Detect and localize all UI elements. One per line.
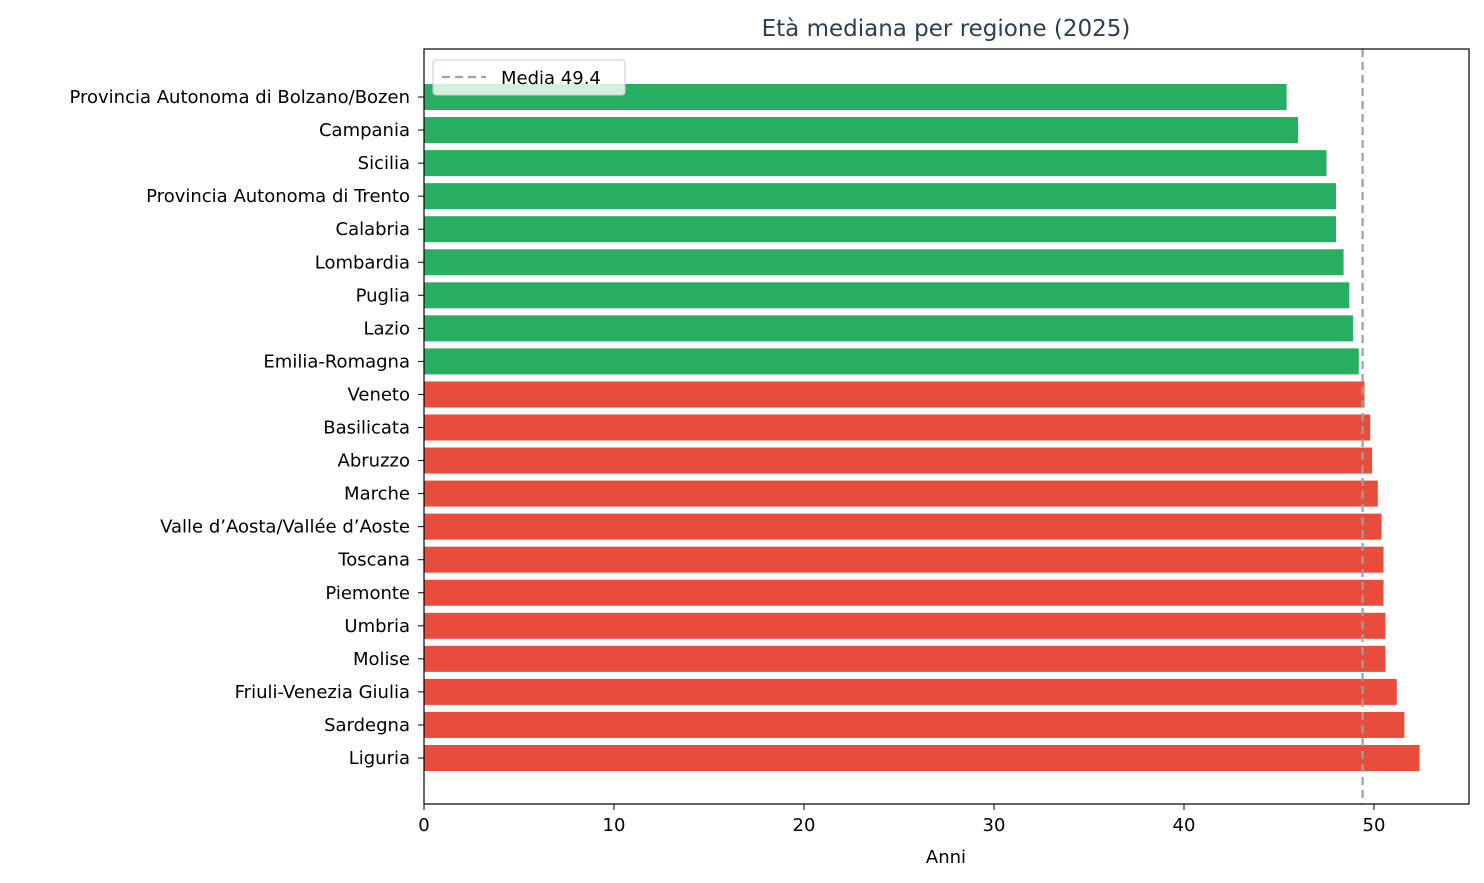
bar — [424, 711, 1405, 738]
plot-frame — [423, 48, 1470, 805]
bar — [424, 381, 1365, 408]
y-tick-label: Valle d’Aosta/Vallée d’Aoste — [160, 517, 410, 538]
bar — [424, 745, 1420, 771]
x-axis-label: Anni — [926, 847, 966, 868]
y-tick-label: Basilicata — [323, 418, 410, 439]
bar — [424, 546, 1384, 573]
bar — [424, 447, 1373, 474]
y-tick-label: Umbria — [344, 616, 410, 637]
y-tick-label: Liguria — [349, 748, 410, 769]
bar — [424, 480, 1378, 507]
y-tick-label: Toscana — [337, 550, 410, 571]
bar — [424, 249, 1344, 276]
y-tick-label: Sicilia — [358, 153, 410, 174]
y-tick-label: Marche — [344, 484, 410, 505]
y-tick-label: Veneto — [347, 384, 410, 405]
y-tick-label: Molise — [353, 649, 410, 670]
legend-label: Media 49.4 — [501, 68, 601, 89]
y-tick-label: Emilia-Romagna — [263, 351, 410, 372]
y-axis: Provincia Autonoma di Bolzano/Bozen Campa… — [69, 87, 424, 769]
bar — [424, 348, 1359, 375]
legend: Media 49.4 — [432, 59, 626, 96]
legend-box — [432, 59, 626, 96]
y-tick-label: Puglia — [356, 285, 410, 306]
y-tick-label: Provincia Autonoma di Trento — [146, 186, 410, 207]
chart-title: Età mediana per regione (2025) — [762, 16, 1131, 42]
y-tick-label: Provincia Autonoma di Bolzano/Bozen — [69, 87, 410, 108]
x-tick-label: 10 — [603, 815, 626, 836]
bar — [424, 150, 1327, 177]
x-axis: 0 10 20 30 40 50 — [418, 804, 1385, 836]
y-tick-label: Friuli-Venezia Giulia — [235, 682, 410, 703]
y-tick-label: Abruzzo — [338, 451, 410, 472]
bar — [424, 513, 1382, 540]
x-tick-label: 20 — [793, 815, 816, 836]
x-tick-label: 40 — [1173, 815, 1196, 836]
bar — [424, 315, 1354, 342]
bars-group — [424, 84, 1420, 771]
x-tick-label: 30 — [983, 815, 1006, 836]
bar — [424, 678, 1397, 705]
bar — [424, 117, 1298, 144]
x-tick-label: 50 — [1363, 815, 1386, 836]
y-tick-label: Calabria — [336, 219, 411, 240]
y-tick-label: Piemonte — [325, 583, 410, 604]
x-tick-label: 0 — [418, 815, 429, 836]
bar — [424, 216, 1336, 243]
bar — [424, 183, 1336, 210]
bar — [424, 579, 1384, 606]
y-tick-label: Lazio — [363, 318, 410, 339]
y-tick-label: Campania — [319, 120, 410, 141]
y-tick-label: Sardegna — [324, 715, 410, 736]
bar — [424, 645, 1386, 672]
y-tick-label: Lombardia — [315, 252, 410, 273]
bar — [424, 414, 1371, 441]
bar — [424, 612, 1386, 639]
bar — [424, 282, 1350, 309]
